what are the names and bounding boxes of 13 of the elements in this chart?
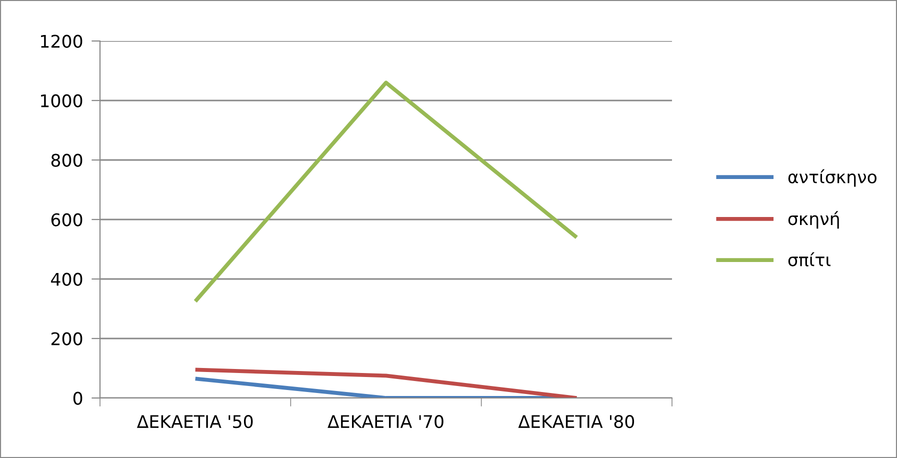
y-tick-label: 1200 [41, 34, 82, 48]
legend-label: σκηνή [788, 211, 839, 229]
legend-label: αντίσκηνο [788, 169, 876, 187]
x-tick-label: ΔΕΚΑΕΤΙΑ '50 [136, 414, 253, 428]
x-tick-label: ΔΕΚΑΕΤΙΑ '70 [328, 414, 444, 428]
x-tick-label: ΔΕΚΑΕΤΙΑ '80 [518, 414, 634, 428]
y-tick-label: 600 [51, 213, 82, 226]
legend-label: σπίτι [788, 252, 830, 266]
y-tick-label: 200 [51, 332, 82, 346]
y-tick-label: 800 [51, 154, 82, 167]
y-tick-label: 0 [73, 392, 82, 405]
y-tick-label: 400 [51, 272, 82, 286]
y-tick-label: 1000 [41, 94, 82, 108]
